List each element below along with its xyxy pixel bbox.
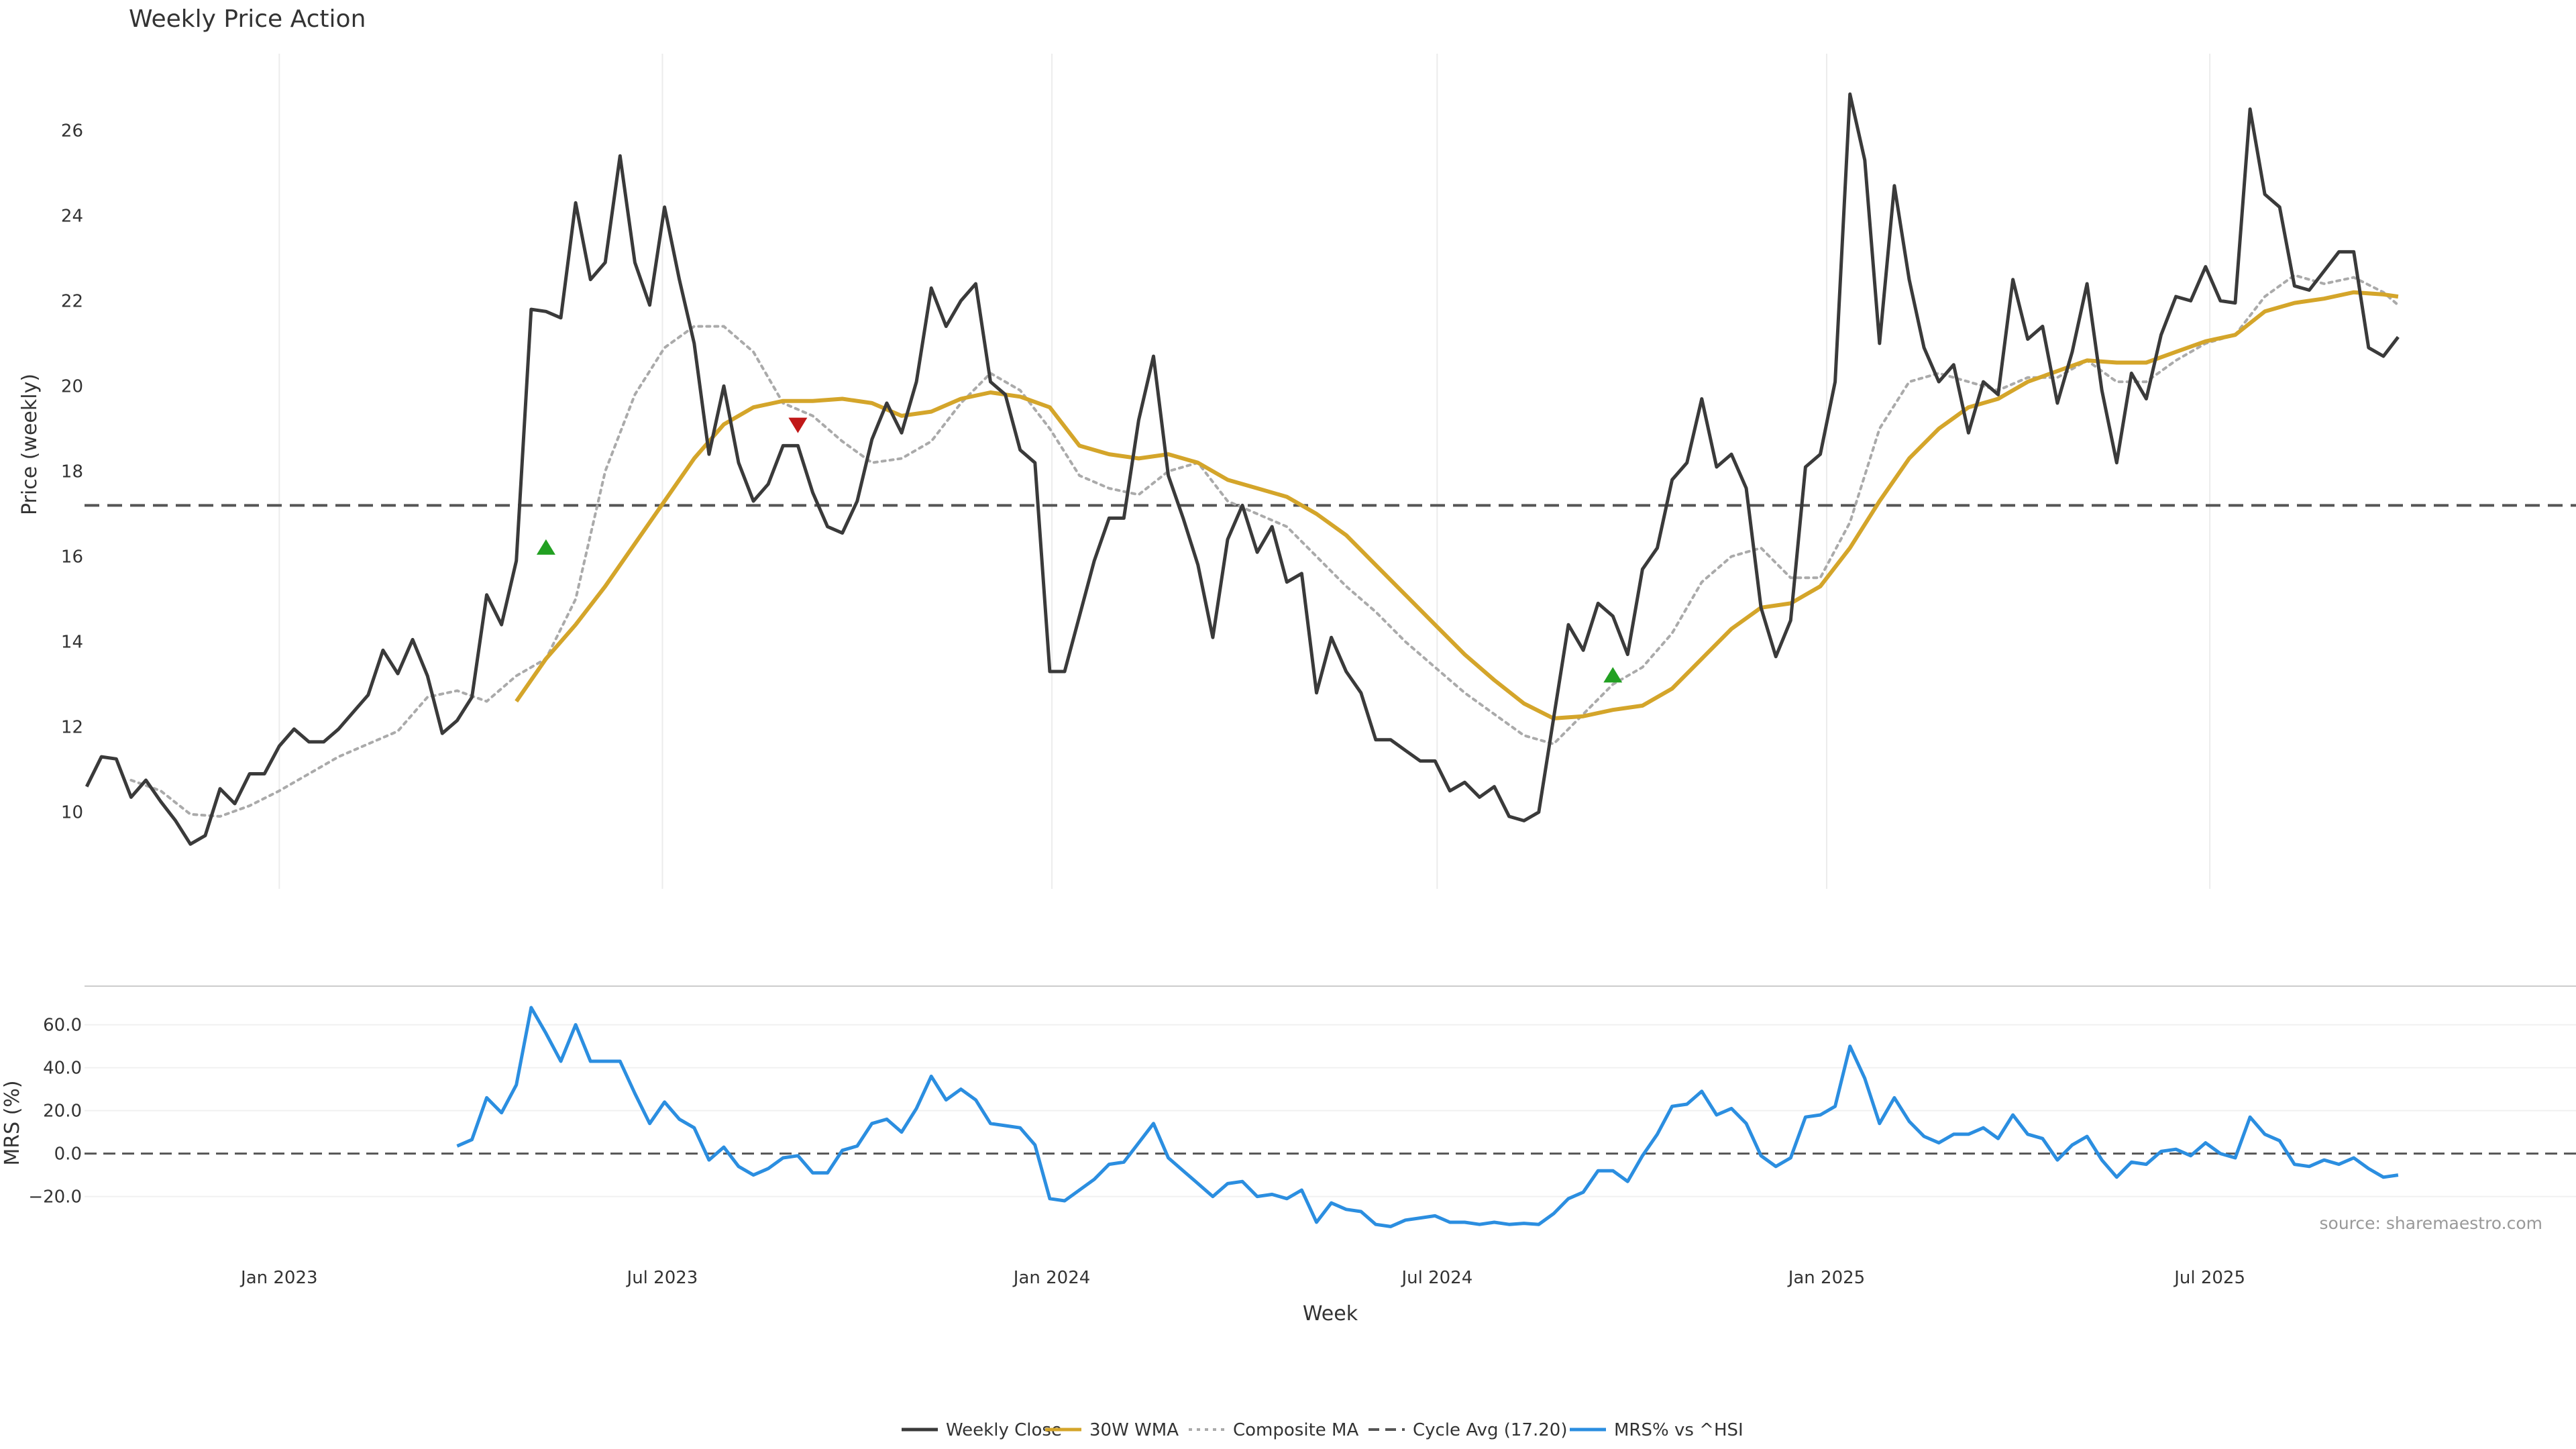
x-tick-label: Jan 2023: [239, 1268, 318, 1288]
mrs-ytick-label: 60.0: [43, 1016, 82, 1036]
mrs-line: [456, 1006, 2399, 1228]
legend-label: Composite MA: [1233, 1420, 1358, 1440]
weekly-close-line: [85, 92, 2400, 846]
buy-signal-marker: [536, 539, 555, 555]
price-ytick-label: 14: [61, 633, 83, 653]
legend-item: Cycle Avg (17.20): [1368, 1420, 1567, 1440]
mrs-ylabel: MRS (%): [1, 1080, 24, 1165]
legend-item: Composite MA: [1189, 1420, 1358, 1440]
price-ylabel: Price (weekly): [18, 374, 42, 515]
price-ytick-label: 18: [61, 462, 83, 482]
x-tick-label: Jan 2025: [1787, 1268, 1866, 1288]
mrs-ytick-label: 20.0: [43, 1102, 82, 1122]
composite-ma-line: [129, 274, 2400, 818]
source-note: source: sharemaestro.com: [2320, 1214, 2543, 1233]
price-ytick-label: 22: [61, 291, 83, 311]
price-ytick-label: 16: [61, 547, 83, 568]
mrs-ytick-label: 0.0: [54, 1144, 82, 1165]
chart-title: Weekly Price Action: [129, 5, 366, 33]
price-panel: 10 12 14 16 18 20 22 24 26 Price (weekly): [18, 54, 2576, 889]
x-tick-label: Jul 2023: [626, 1268, 698, 1288]
legend-item: MRS% vs ^HSI: [1570, 1420, 1743, 1440]
legend-label: Weekly Close: [946, 1420, 1062, 1440]
buy-signal-marker: [1603, 667, 1623, 683]
price-ytick-label: 10: [61, 803, 83, 823]
price-ytick-label: 24: [61, 206, 83, 226]
legend: Weekly Close 30W WMA Composite MA Cycle Avg…: [902, 1420, 1743, 1440]
x-tick-label: Jul 2024: [1400, 1268, 1472, 1288]
legend-item: Weekly Close: [902, 1420, 1062, 1440]
legend-label: Cycle Avg (17.20): [1413, 1420, 1567, 1440]
mrs-ytick-label: −20.0: [28, 1187, 82, 1208]
x-tick-label: Jul 2025: [2173, 1268, 2245, 1288]
legend-label: 30W WMA: [1089, 1420, 1179, 1440]
price-ytick-label: 26: [61, 121, 83, 141]
sell-signal-marker: [788, 417, 808, 433]
price-ytick-label: 12: [61, 718, 83, 738]
legend-label: MRS% vs ^HSI: [1614, 1420, 1743, 1440]
legend-item: 30W WMA: [1045, 1420, 1179, 1440]
x-axis-label: Week: [1303, 1302, 1358, 1326]
mrs-ytick-label: 40.0: [43, 1059, 82, 1079]
mrs-panel: −20.0 0.0 20.0 40.0 60.0 MRS (%) Jan 2023 Jul 2…: [1, 985, 2576, 1326]
x-tick-label: Jan 2024: [1012, 1268, 1091, 1288]
price-ytick-label: 20: [61, 376, 83, 396]
